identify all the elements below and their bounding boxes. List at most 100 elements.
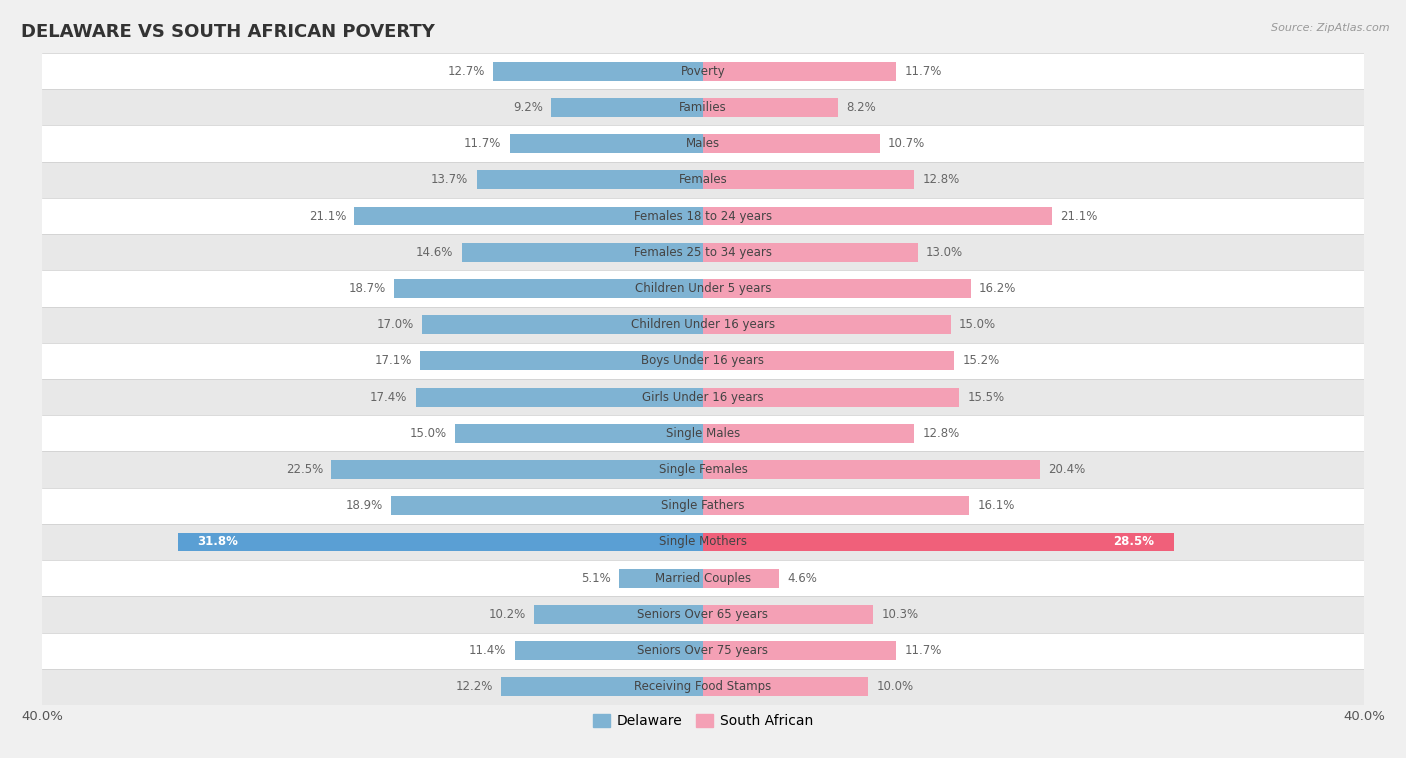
Text: 21.1%: 21.1% <box>309 209 346 223</box>
Text: Poverty: Poverty <box>681 64 725 77</box>
Bar <box>703 496 969 515</box>
Text: 28.5%: 28.5% <box>1114 535 1154 549</box>
Text: 15.0%: 15.0% <box>959 318 997 331</box>
Text: 17.0%: 17.0% <box>377 318 413 331</box>
Text: 12.8%: 12.8% <box>922 427 960 440</box>
Text: Single Mothers: Single Mothers <box>659 535 747 549</box>
Bar <box>332 460 703 479</box>
Text: 10.0%: 10.0% <box>876 681 914 694</box>
Bar <box>510 134 703 153</box>
Bar <box>502 678 703 697</box>
Text: 4.6%: 4.6% <box>787 572 817 584</box>
Text: 13.7%: 13.7% <box>432 174 468 186</box>
Bar <box>42 198 1364 234</box>
Text: 15.5%: 15.5% <box>967 390 1004 403</box>
Bar <box>477 171 703 190</box>
Bar <box>354 207 703 225</box>
Bar <box>703 424 914 443</box>
Bar <box>422 315 703 334</box>
Text: Families: Families <box>679 101 727 114</box>
Text: 21.1%: 21.1% <box>1060 209 1097 223</box>
Bar <box>703 279 970 298</box>
Text: Children Under 5 years: Children Under 5 years <box>634 282 772 295</box>
Text: 12.2%: 12.2% <box>456 681 494 694</box>
Text: Single Fathers: Single Fathers <box>661 500 745 512</box>
Bar <box>42 234 1364 271</box>
Text: 11.7%: 11.7% <box>904 644 942 657</box>
Bar <box>42 161 1364 198</box>
Text: 15.0%: 15.0% <box>409 427 447 440</box>
Text: Children Under 16 years: Children Under 16 years <box>631 318 775 331</box>
Bar <box>42 53 1364 89</box>
Bar <box>703 641 896 660</box>
Text: 9.2%: 9.2% <box>513 101 543 114</box>
Text: Seniors Over 75 years: Seniors Over 75 years <box>637 644 769 657</box>
Text: 5.1%: 5.1% <box>581 572 610 584</box>
Bar <box>703 605 873 624</box>
Bar <box>619 568 703 587</box>
Text: 15.2%: 15.2% <box>962 355 1000 368</box>
Text: 16.1%: 16.1% <box>977 500 1015 512</box>
Text: Married Couples: Married Couples <box>655 572 751 584</box>
Bar <box>42 524 1364 560</box>
Text: 13.0%: 13.0% <box>927 246 963 258</box>
Bar <box>42 452 1364 487</box>
Bar <box>42 487 1364 524</box>
Bar <box>703 61 896 80</box>
Text: Receiving Food Stamps: Receiving Food Stamps <box>634 681 772 694</box>
Text: Seniors Over 65 years: Seniors Over 65 years <box>637 608 769 621</box>
Bar <box>703 315 950 334</box>
Bar <box>42 271 1364 306</box>
Text: Boys Under 16 years: Boys Under 16 years <box>641 355 765 368</box>
Text: 17.1%: 17.1% <box>375 355 412 368</box>
Text: 8.2%: 8.2% <box>846 101 876 114</box>
Text: 10.2%: 10.2% <box>489 608 526 621</box>
Bar <box>703 98 838 117</box>
Bar <box>703 533 1174 551</box>
Text: 18.7%: 18.7% <box>349 282 385 295</box>
Legend: Delaware, South African: Delaware, South African <box>588 709 818 734</box>
Text: Source: ZipAtlas.com: Source: ZipAtlas.com <box>1271 23 1389 33</box>
Text: Girls Under 16 years: Girls Under 16 years <box>643 390 763 403</box>
Text: 11.4%: 11.4% <box>470 644 506 657</box>
Text: 20.4%: 20.4% <box>1049 463 1085 476</box>
Bar <box>703 352 955 371</box>
Bar <box>703 243 918 262</box>
Text: 17.4%: 17.4% <box>370 390 408 403</box>
Bar <box>551 98 703 117</box>
Text: 31.8%: 31.8% <box>197 535 239 549</box>
Text: 10.3%: 10.3% <box>882 608 918 621</box>
Bar <box>703 207 1052 225</box>
Text: Females: Females <box>679 174 727 186</box>
Bar <box>515 641 703 660</box>
Text: 10.7%: 10.7% <box>889 137 925 150</box>
Bar <box>42 379 1364 415</box>
Text: 11.7%: 11.7% <box>464 137 502 150</box>
Bar <box>42 306 1364 343</box>
Bar <box>177 533 703 551</box>
Text: 22.5%: 22.5% <box>285 463 323 476</box>
Bar <box>494 61 703 80</box>
Bar <box>703 134 880 153</box>
Bar <box>461 243 703 262</box>
Bar <box>534 605 703 624</box>
Bar <box>42 343 1364 379</box>
Bar <box>42 126 1364 161</box>
Text: 12.8%: 12.8% <box>922 174 960 186</box>
Text: 11.7%: 11.7% <box>904 64 942 77</box>
Text: 14.6%: 14.6% <box>416 246 454 258</box>
Text: Females 18 to 24 years: Females 18 to 24 years <box>634 209 772 223</box>
Bar <box>42 560 1364 597</box>
Bar <box>703 171 914 190</box>
Bar <box>42 415 1364 452</box>
Bar <box>703 387 959 406</box>
Text: Females 25 to 34 years: Females 25 to 34 years <box>634 246 772 258</box>
Bar <box>42 597 1364 632</box>
Bar <box>703 568 779 587</box>
Bar <box>42 89 1364 126</box>
Text: 18.9%: 18.9% <box>346 500 382 512</box>
Text: Single Females: Single Females <box>658 463 748 476</box>
Text: Single Males: Single Males <box>666 427 740 440</box>
Text: 16.2%: 16.2% <box>979 282 1017 295</box>
Bar <box>703 678 868 697</box>
